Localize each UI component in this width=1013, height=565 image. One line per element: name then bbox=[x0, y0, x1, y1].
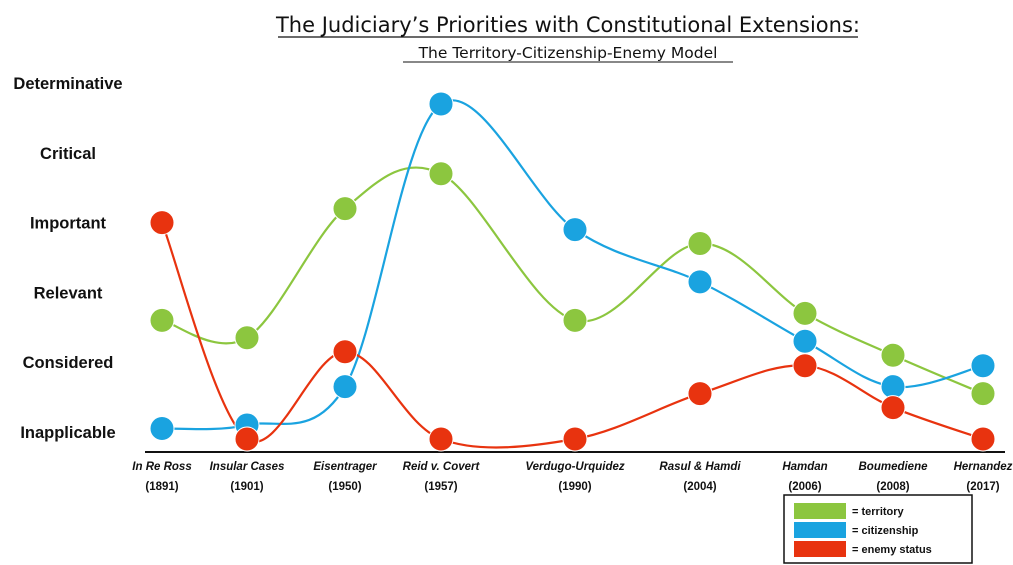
x-tick-year: (2008) bbox=[876, 481, 909, 493]
enemy-status-point bbox=[880, 395, 906, 421]
territory-point bbox=[428, 161, 454, 187]
x-tick-year: (1901) bbox=[230, 481, 263, 493]
x-tick-label: Reid v. Covert bbox=[403, 461, 481, 473]
x-axis-ticks: In Re Ross (1891) Insular Cases (1901) Eisen… bbox=[132, 461, 1012, 493]
enemy-status-point bbox=[332, 339, 358, 365]
legend: = territory = citizenship = enemy status bbox=[783, 494, 973, 564]
y-tick-label: Relevant bbox=[34, 284, 103, 302]
y-tick-label: Considered bbox=[23, 354, 114, 372]
territory-point bbox=[562, 307, 588, 333]
enemy-status-line bbox=[160, 222, 984, 449]
y-axis-ticks: Inapplicable Considered Relevant Important C… bbox=[13, 75, 122, 442]
citizenship-point bbox=[792, 328, 818, 354]
x-tick-label: Boumediene bbox=[858, 461, 928, 473]
y-tick-label: Inapplicable bbox=[20, 424, 115, 442]
x-tick-year: (2017) bbox=[966, 481, 999, 493]
enemy-status-legend-swatch bbox=[794, 541, 846, 557]
x-tick-label: Insular Cases bbox=[210, 461, 285, 473]
x-tick-year: (1891) bbox=[145, 481, 178, 493]
citizenship-point bbox=[562, 217, 588, 243]
territory-point bbox=[332, 196, 358, 222]
citizenship-point bbox=[332, 374, 358, 400]
territory-line bbox=[161, 166, 984, 395]
series-lines bbox=[160, 99, 984, 449]
territory-point bbox=[880, 342, 906, 368]
x-tick-year: (1990) bbox=[558, 481, 591, 493]
citizenship-point bbox=[149, 416, 175, 442]
citizenship-point bbox=[970, 353, 996, 379]
x-tick-label: Eisentrager bbox=[313, 461, 377, 473]
citizenship-point bbox=[880, 374, 906, 400]
territory-point bbox=[149, 307, 175, 333]
citizenship-legend-swatch bbox=[794, 522, 846, 538]
citizenship-point bbox=[687, 269, 713, 295]
x-tick-label: Verdugo-Urquidez bbox=[525, 461, 624, 473]
territory-point bbox=[687, 231, 713, 257]
x-tick-label: Hamdan bbox=[782, 461, 827, 473]
enemy-status-point bbox=[687, 381, 713, 407]
territory-point bbox=[970, 381, 996, 407]
y-tick-label: Critical bbox=[40, 145, 96, 163]
y-tick-label: Important bbox=[30, 215, 107, 233]
x-tick-year: (1957) bbox=[424, 481, 457, 493]
y-tick-label: Determinative bbox=[13, 75, 122, 93]
x-tick-label: Hernandez bbox=[954, 461, 1013, 473]
x-tick-label: Rasul & Hamdi bbox=[659, 461, 741, 473]
enemy-status-point bbox=[792, 353, 818, 379]
x-tick-year: (2004) bbox=[683, 481, 716, 493]
enemy-status-legend-label: = enemy status bbox=[852, 544, 932, 556]
citizenship-legend-label: = citizenship bbox=[852, 525, 919, 537]
x-tick-year: (2006) bbox=[788, 481, 821, 493]
enemy-status-point bbox=[970, 426, 996, 452]
chart-subtitle: The Territory-Citizenship-Enemy Model bbox=[418, 44, 718, 62]
territory-point bbox=[234, 325, 260, 351]
x-tick-year: (1950) bbox=[328, 481, 361, 493]
series-points bbox=[149, 91, 996, 452]
enemy-status-point bbox=[562, 426, 588, 452]
citizenship-point bbox=[428, 91, 454, 117]
enemy-status-point bbox=[234, 426, 260, 452]
enemy-status-point bbox=[149, 210, 175, 236]
chart-title: The Judiciary’s Priorities with Constitu… bbox=[275, 13, 860, 37]
territory-legend-label: = territory bbox=[852, 506, 905, 518]
enemy-status-point bbox=[428, 426, 454, 452]
citizenship-line bbox=[161, 99, 984, 431]
territory-legend-swatch bbox=[794, 503, 846, 519]
territory-point bbox=[792, 300, 818, 326]
x-tick-label: In Re Ross bbox=[132, 461, 191, 473]
